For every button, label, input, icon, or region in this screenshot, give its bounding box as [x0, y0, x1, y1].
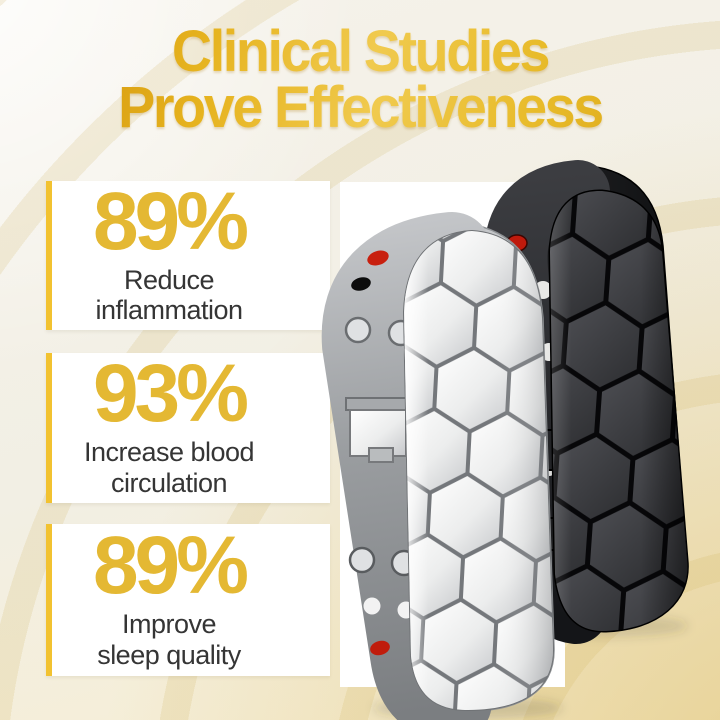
- stat-value: 93%: [92, 348, 249, 440]
- stat-label-line: Improve: [121, 609, 217, 640]
- stat-label: Improve sleep quality: [97, 609, 241, 669]
- stat-label-line: sleep quality: [97, 639, 241, 670]
- stat-card-sleep-quality: 89% Improve sleep quality: [46, 524, 330, 676]
- stat-card-reduce-inflammation: 89% Reduce inflammation: [46, 175, 330, 330]
- black-bracelet-face: [548, 189, 689, 633]
- stat-label-line: inflammation: [95, 295, 243, 326]
- silver-bracelet-shadow: [373, 697, 563, 719]
- product-photo-backdrop: [340, 182, 565, 687]
- stat-label-line: Increase blood: [83, 437, 255, 468]
- stat-label-line: Reduce: [123, 264, 215, 295]
- page-title: Clinical Studies Prove Effectiveness: [14, 22, 705, 137]
- title-line-2: Prove Effectiveness: [14, 79, 705, 137]
- stat-value: 89%: [92, 175, 249, 267]
- title-line-1: Clinical Studies: [14, 22, 705, 80]
- card-accent-bar: [46, 524, 52, 676]
- stat-card-blood-circulation: 93% Increase blood circulation: [46, 353, 330, 503]
- stat-label-line: circulation: [110, 467, 228, 498]
- card-accent-bar: [46, 353, 52, 503]
- card-accent-bar: [46, 181, 52, 330]
- stat-value: 89%: [92, 520, 249, 612]
- stat-label: Reduce inflammation: [95, 264, 243, 326]
- stat-label: Increase blood circulation: [83, 437, 255, 498]
